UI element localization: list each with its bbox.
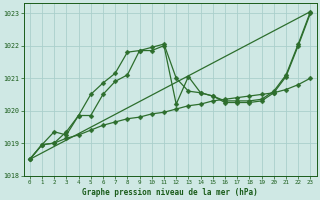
X-axis label: Graphe pression niveau de la mer (hPa): Graphe pression niveau de la mer (hPa): [82, 188, 258, 197]
